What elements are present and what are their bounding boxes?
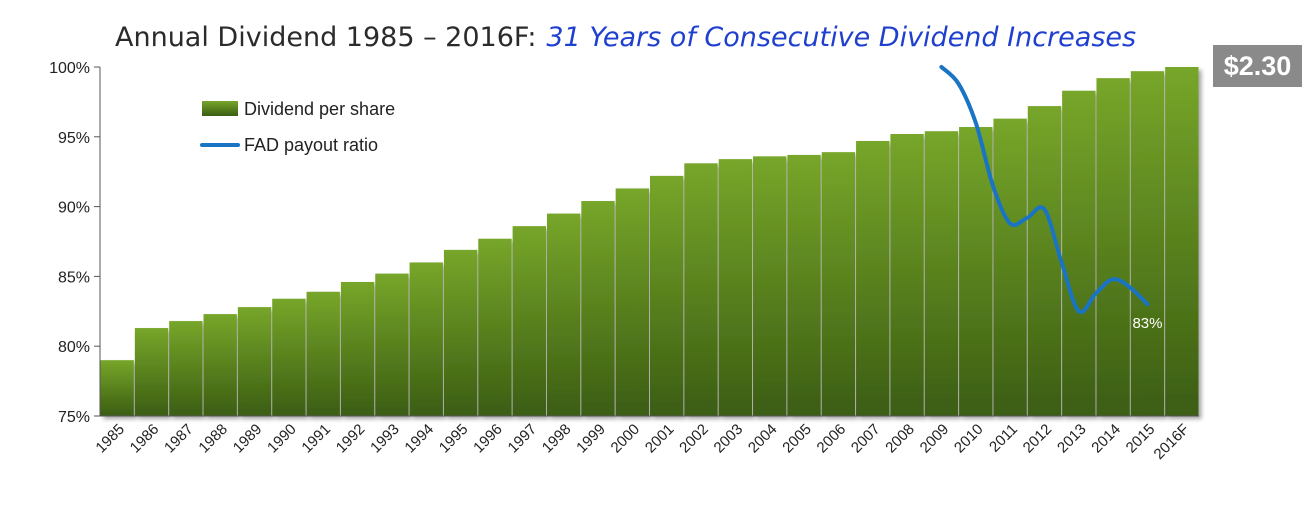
bar-2014 xyxy=(1096,78,1130,417)
bar-series xyxy=(100,67,1199,417)
bar-1999 xyxy=(581,201,615,416)
legend-label-dividend: Dividend per share xyxy=(244,99,395,119)
bar-2010 xyxy=(959,127,993,416)
bar-2007 xyxy=(856,140,890,417)
x-tick-label: 2001 xyxy=(642,421,678,457)
bar-2000 xyxy=(615,188,649,416)
bar-2011 xyxy=(993,118,1027,417)
x-tick-label: 2003 xyxy=(711,421,747,457)
x-tick-label: 2011 xyxy=(986,421,1021,456)
legend-label-payout: FAD payout ratio xyxy=(244,135,378,155)
y-tick-label: 100% xyxy=(49,60,90,77)
bar-2004 xyxy=(753,156,787,416)
x-tick-label: 1991 xyxy=(298,421,334,457)
x-tick-label: 1986 xyxy=(127,421,163,457)
bar-2006 xyxy=(821,152,856,416)
bar-1986 xyxy=(134,328,169,416)
x-tick-label: 1997 xyxy=(505,421,541,457)
bar-2016F xyxy=(1165,67,1199,416)
bar-1989 xyxy=(237,307,272,416)
bar-2005 xyxy=(787,154,821,416)
bar-1994 xyxy=(409,262,443,416)
y-tick-label: 90% xyxy=(58,200,90,217)
x-tick-label: 2004 xyxy=(745,421,781,457)
bar-1992 xyxy=(340,281,375,416)
chart-subtitle: 31 Years of Consecutive Dividend Increas… xyxy=(546,22,1137,53)
bar-2003 xyxy=(718,159,753,416)
x-tick-label: 2005 xyxy=(779,421,815,457)
dividend-callout-badge: $2.30 xyxy=(1213,45,1302,87)
payout-ratio-line xyxy=(939,65,1150,315)
bar-1988 xyxy=(203,314,237,416)
bar-2002 xyxy=(684,163,718,416)
x-tick-label: 1993 xyxy=(367,421,403,457)
bar-2012 xyxy=(1027,106,1062,416)
x-tick-label: 2008 xyxy=(882,421,918,457)
x-tick-label: 1994 xyxy=(401,421,437,457)
bar-1993 xyxy=(375,273,409,416)
x-tick-label: 1988 xyxy=(195,421,231,457)
x-tick-label: 1987 xyxy=(161,421,197,457)
x-tick-label: 1999 xyxy=(573,421,609,457)
x-tick-label: 2013 xyxy=(1054,421,1090,457)
x-tick-label: 2010 xyxy=(951,421,987,457)
bar-2008 xyxy=(890,134,924,416)
x-tick-label: 1995 xyxy=(436,421,472,457)
x-tick-label: 2009 xyxy=(917,421,953,457)
y-tick-label: 75% xyxy=(58,409,90,426)
y-tick-label: 80% xyxy=(58,339,90,356)
bar-1996 xyxy=(478,238,512,416)
x-tick-label: 2007 xyxy=(848,421,884,457)
y-tick-label: 85% xyxy=(58,269,90,286)
x-tick-label: 1989 xyxy=(230,421,266,457)
x-tick-label: 1996 xyxy=(470,421,506,457)
x-tick-label: 2016F xyxy=(1151,421,1193,463)
x-tick-label: 2002 xyxy=(676,421,712,457)
x-tick-label: 1998 xyxy=(539,421,575,457)
y-axis-ticks: 75% 80% 85% 90% 95% 100% xyxy=(49,60,100,426)
x-axis-ticks: 1985198619871988198919901991199219931994… xyxy=(92,421,1192,463)
axes xyxy=(99,67,1199,417)
x-tick-label: 2014 xyxy=(1088,421,1124,457)
x-tick-label: 2000 xyxy=(608,421,644,457)
bar-1995 xyxy=(443,249,478,416)
x-tick-label: 2012 xyxy=(1020,421,1056,457)
chart-title: Annual Dividend 1985 – 2016F: 31 Years of… xyxy=(115,22,1136,53)
bar-1987 xyxy=(169,321,203,416)
bar-1991 xyxy=(306,291,340,416)
bar-2015 xyxy=(1130,71,1165,416)
chart-title-main: Annual Dividend 1985 – 2016F: xyxy=(115,22,537,53)
bar-1985 xyxy=(100,360,134,416)
x-tick-label: 2006 xyxy=(814,421,850,457)
x-tick-label: 1992 xyxy=(333,421,369,457)
bar-2013 xyxy=(1062,90,1096,416)
y-tick-label: 95% xyxy=(58,130,90,147)
bar-1990 xyxy=(272,298,306,416)
payout-ratio-series xyxy=(939,65,1150,315)
bar-2001 xyxy=(650,175,684,416)
chart-legend: Dividend per share FAD payout ratio xyxy=(200,99,395,155)
bar-2009 xyxy=(924,131,959,416)
data-label: 83% xyxy=(1132,315,1162,332)
chart-annotations: 83% xyxy=(1132,315,1162,332)
bar-1998 xyxy=(546,213,581,416)
legend-swatch-bar xyxy=(202,101,238,116)
x-tick-label: 1985 xyxy=(92,421,128,457)
bar-1997 xyxy=(512,226,546,416)
x-tick-label: 1990 xyxy=(264,421,300,457)
